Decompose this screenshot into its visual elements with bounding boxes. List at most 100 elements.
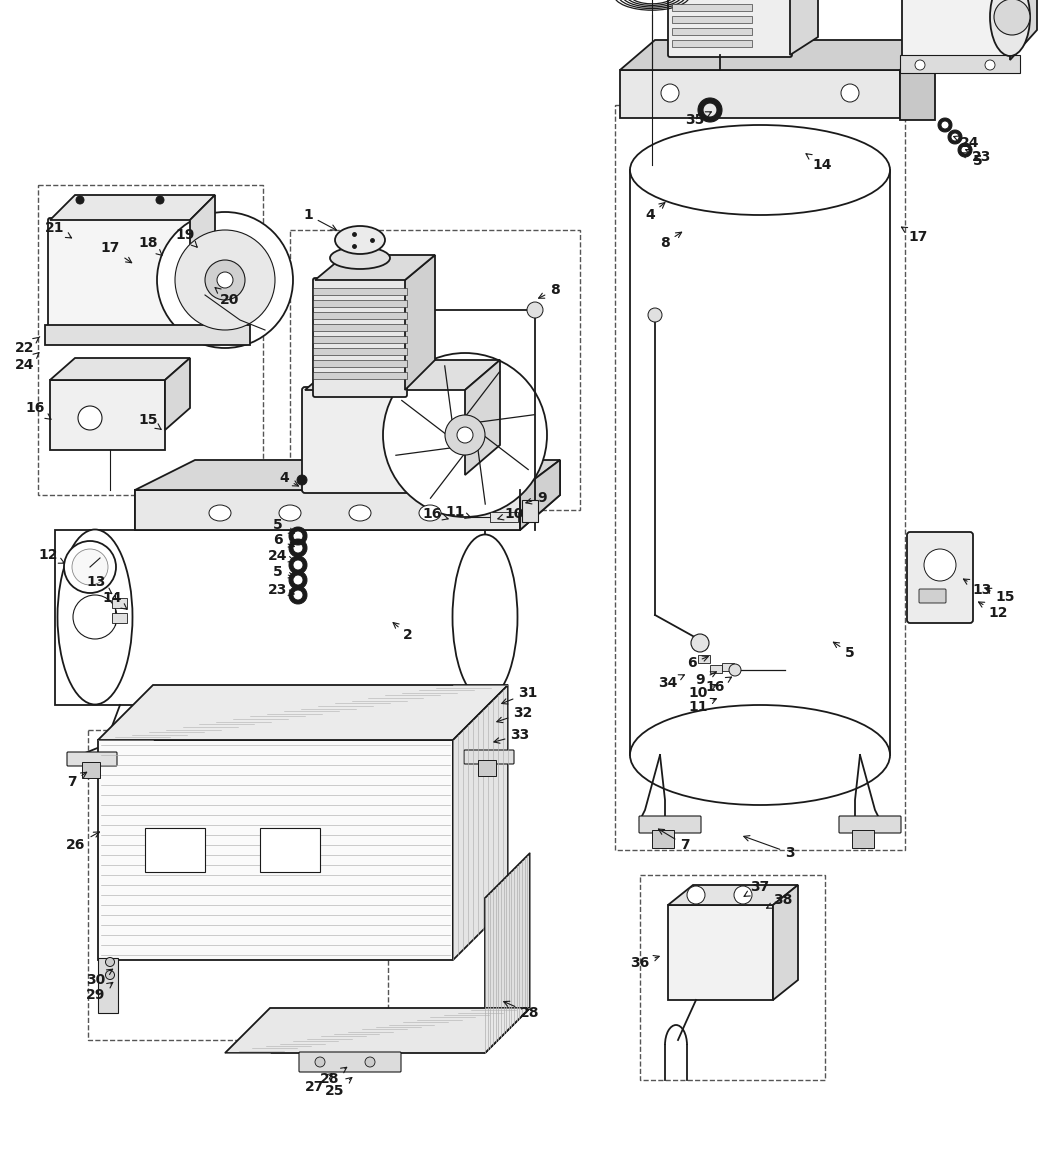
FancyBboxPatch shape xyxy=(67,751,117,766)
FancyBboxPatch shape xyxy=(99,958,118,1013)
Polygon shape xyxy=(1010,0,1038,60)
Text: 38: 38 xyxy=(766,893,792,908)
Circle shape xyxy=(687,886,705,904)
FancyBboxPatch shape xyxy=(478,759,496,776)
Ellipse shape xyxy=(330,247,390,269)
Text: 35: 35 xyxy=(685,111,712,128)
FancyBboxPatch shape xyxy=(112,614,127,623)
Text: 12: 12 xyxy=(979,602,1008,620)
Text: 7: 7 xyxy=(67,772,87,789)
Text: 4: 4 xyxy=(646,202,664,222)
FancyBboxPatch shape xyxy=(313,288,407,295)
Text: 5: 5 xyxy=(962,153,983,168)
FancyBboxPatch shape xyxy=(652,830,674,848)
FancyBboxPatch shape xyxy=(672,40,752,47)
FancyBboxPatch shape xyxy=(302,387,468,493)
Circle shape xyxy=(106,957,114,966)
Circle shape xyxy=(994,0,1030,34)
FancyBboxPatch shape xyxy=(99,740,453,961)
Polygon shape xyxy=(520,460,560,530)
Circle shape xyxy=(315,1057,325,1067)
FancyBboxPatch shape xyxy=(672,28,752,34)
Text: 10: 10 xyxy=(498,507,524,520)
Ellipse shape xyxy=(58,530,132,704)
Text: 3: 3 xyxy=(744,835,794,859)
Polygon shape xyxy=(190,195,215,300)
Ellipse shape xyxy=(279,506,301,520)
Text: 6: 6 xyxy=(687,656,708,670)
Ellipse shape xyxy=(630,125,890,215)
Text: 4: 4 xyxy=(279,471,299,486)
Text: 9: 9 xyxy=(695,672,717,687)
Text: 21: 21 xyxy=(45,221,71,238)
Text: 1: 1 xyxy=(303,208,336,230)
Text: 6: 6 xyxy=(274,533,294,547)
FancyBboxPatch shape xyxy=(900,55,1020,74)
Circle shape xyxy=(383,353,547,517)
FancyBboxPatch shape xyxy=(639,816,701,833)
FancyBboxPatch shape xyxy=(48,218,192,332)
Polygon shape xyxy=(620,40,935,70)
Circle shape xyxy=(915,60,925,70)
Circle shape xyxy=(527,302,543,318)
Circle shape xyxy=(297,475,307,485)
Circle shape xyxy=(457,427,473,444)
Ellipse shape xyxy=(349,506,371,520)
Text: 13: 13 xyxy=(963,579,991,597)
Polygon shape xyxy=(225,1008,530,1052)
Text: 15: 15 xyxy=(986,588,1014,604)
Circle shape xyxy=(840,84,859,102)
FancyBboxPatch shape xyxy=(668,905,773,1000)
Polygon shape xyxy=(900,40,935,119)
Circle shape xyxy=(729,664,741,676)
Text: 19: 19 xyxy=(175,228,197,247)
FancyBboxPatch shape xyxy=(112,597,127,608)
Polygon shape xyxy=(305,360,500,390)
Text: 2: 2 xyxy=(393,623,413,642)
Ellipse shape xyxy=(630,705,890,805)
Text: 34: 34 xyxy=(658,674,684,691)
Text: 15: 15 xyxy=(138,412,161,430)
Text: 18: 18 xyxy=(138,236,162,255)
Polygon shape xyxy=(773,885,798,1000)
Text: 8: 8 xyxy=(539,283,560,299)
Text: 23: 23 xyxy=(965,149,991,164)
FancyBboxPatch shape xyxy=(54,530,485,705)
Ellipse shape xyxy=(419,506,441,520)
FancyBboxPatch shape xyxy=(522,500,538,522)
Text: 23: 23 xyxy=(268,583,294,597)
FancyBboxPatch shape xyxy=(839,816,901,833)
Circle shape xyxy=(217,272,233,288)
Text: 12: 12 xyxy=(38,548,64,563)
FancyBboxPatch shape xyxy=(135,489,520,530)
Ellipse shape xyxy=(209,506,231,520)
Text: 10: 10 xyxy=(689,685,717,700)
FancyBboxPatch shape xyxy=(299,1052,401,1072)
Circle shape xyxy=(691,634,709,651)
Text: 9: 9 xyxy=(526,491,547,506)
Circle shape xyxy=(73,595,117,639)
FancyBboxPatch shape xyxy=(907,532,973,623)
Text: 16: 16 xyxy=(705,677,732,694)
FancyBboxPatch shape xyxy=(709,665,722,673)
Text: 31: 31 xyxy=(502,686,538,704)
Text: 29: 29 xyxy=(86,982,113,1002)
FancyBboxPatch shape xyxy=(313,324,407,331)
FancyBboxPatch shape xyxy=(313,278,407,398)
Text: 32: 32 xyxy=(497,705,532,723)
Circle shape xyxy=(156,196,163,205)
Circle shape xyxy=(205,260,245,300)
Text: 20: 20 xyxy=(215,287,240,307)
Text: 33: 33 xyxy=(494,728,529,743)
Ellipse shape xyxy=(335,226,385,254)
Text: 17: 17 xyxy=(101,241,132,263)
Circle shape xyxy=(648,308,662,322)
Polygon shape xyxy=(99,685,508,740)
Text: 11: 11 xyxy=(445,506,471,519)
Circle shape xyxy=(78,406,102,430)
Text: 5: 5 xyxy=(833,642,855,660)
Text: 28: 28 xyxy=(504,1001,540,1020)
Circle shape xyxy=(175,230,275,330)
Polygon shape xyxy=(50,358,190,380)
Polygon shape xyxy=(485,853,530,1052)
